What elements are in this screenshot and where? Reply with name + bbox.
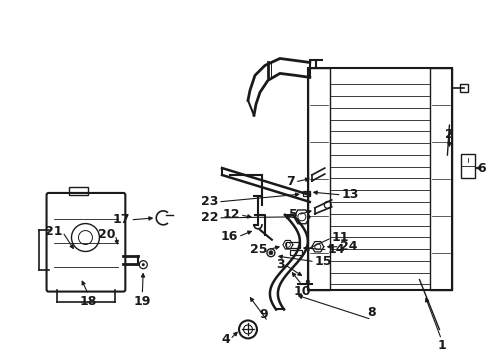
Bar (308, 68, 452, 289)
Circle shape (142, 263, 145, 266)
Bar (303, 191, 310, 196)
Text: 7: 7 (286, 175, 295, 189)
Bar (286, 242, 300, 248)
Text: 3: 3 (276, 258, 285, 271)
Text: 8: 8 (368, 306, 376, 319)
Circle shape (306, 280, 310, 284)
Bar (69, 187, 89, 195)
Text: 6: 6 (477, 162, 486, 175)
Text: 4: 4 (221, 333, 230, 346)
Bar (461, 84, 468, 92)
Text: 5: 5 (289, 208, 298, 221)
Text: 18: 18 (80, 294, 97, 307)
Text: 9: 9 (259, 309, 268, 321)
Text: 20: 20 (98, 228, 115, 241)
Text: 2: 2 (445, 128, 454, 141)
Text: 1: 1 (437, 339, 446, 352)
Bar (431, 68, 452, 289)
Circle shape (269, 251, 273, 255)
Text: 21: 21 (45, 225, 63, 238)
Text: 10: 10 (293, 285, 311, 298)
Text: 17: 17 (113, 213, 130, 226)
Text: 11: 11 (332, 231, 349, 244)
Bar (308, 68, 330, 289)
Text: 14: 14 (328, 243, 345, 256)
Text: 24: 24 (340, 240, 357, 253)
Text: 19: 19 (134, 294, 151, 307)
Text: 23: 23 (201, 195, 218, 208)
Bar (290, 250, 302, 255)
Text: 13: 13 (342, 188, 359, 202)
Text: 12: 12 (222, 208, 240, 221)
Text: 25: 25 (250, 243, 268, 256)
Text: 22: 22 (200, 211, 218, 224)
Bar (462, 154, 475, 178)
Text: 15: 15 (315, 255, 332, 268)
Text: 16: 16 (220, 230, 238, 243)
